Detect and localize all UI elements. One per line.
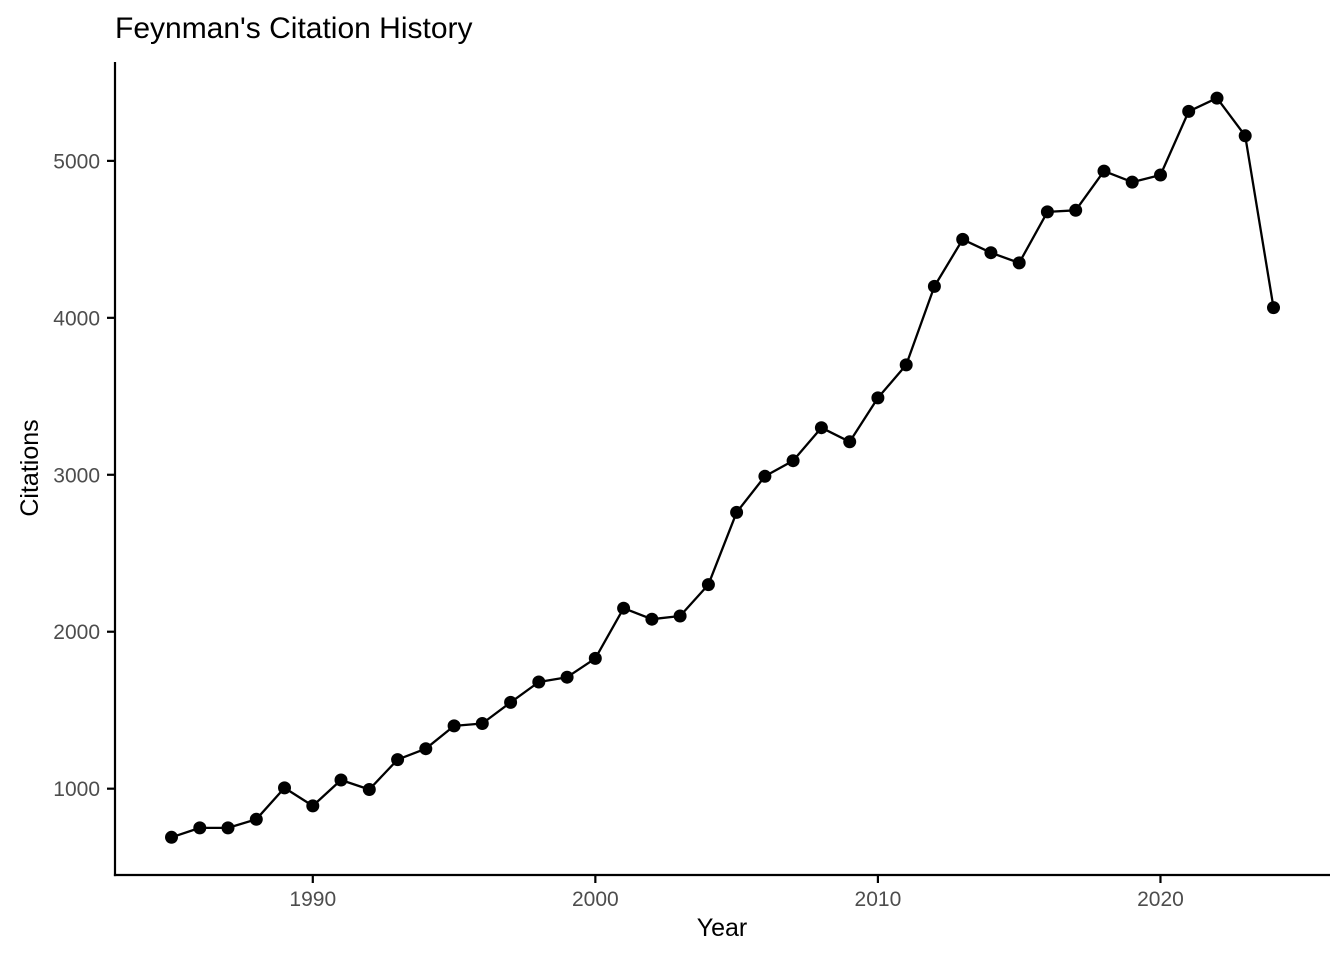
- data-point: [588, 651, 602, 665]
- x-tick-label: 2000: [572, 888, 619, 911]
- x-tick-label: 2020: [1137, 888, 1184, 911]
- data-point: [617, 601, 631, 615]
- x-tick-label: 1990: [289, 888, 336, 911]
- data-point: [249, 812, 263, 826]
- y-axis-title: Citations: [16, 419, 44, 516]
- axes-layer: [113, 62, 1330, 877]
- data-point: [1097, 164, 1111, 178]
- data-point: [1012, 256, 1026, 270]
- data-point: [1069, 203, 1083, 217]
- data-point: [1125, 175, 1139, 189]
- data-point: [193, 821, 207, 835]
- data-point: [504, 695, 518, 709]
- y-tick-label: 2000: [53, 621, 100, 644]
- data-point: [984, 246, 998, 260]
- data-point: [843, 435, 857, 449]
- data-point: [1238, 129, 1252, 143]
- y-tick-label: 4000: [53, 307, 100, 330]
- data-point: [673, 609, 687, 623]
- data-point: [786, 454, 800, 468]
- data-point: [391, 753, 405, 767]
- data-point: [447, 719, 461, 733]
- x-tick-label: 2010: [855, 888, 902, 911]
- data-point: [1267, 301, 1280, 315]
- data-point: [899, 358, 913, 372]
- data-point: [475, 717, 489, 730]
- ticks-layer: 1990 2000 2010 2020 1000 2000 3000 4000 5000: [53, 150, 1184, 911]
- y-tick-label: 1000: [53, 778, 100, 801]
- data-point: [334, 773, 348, 787]
- data-point: [814, 421, 828, 435]
- x-axis-title: Year: [697, 914, 748, 942]
- data-series-layer: [165, 91, 1280, 844]
- chart-title: Feynman's Citation History: [115, 12, 473, 45]
- data-point: [278, 781, 291, 795]
- data-point: [758, 469, 772, 483]
- citations-line: [171, 96, 1275, 839]
- data-point: [730, 505, 744, 519]
- data-point: [221, 821, 235, 835]
- data-point: [927, 279, 941, 293]
- data-point: [1154, 168, 1167, 182]
- data-point: [1210, 91, 1224, 105]
- data-point: [1040, 205, 1054, 219]
- data-point: [871, 391, 885, 405]
- data-point: [560, 670, 574, 684]
- y-tick-label: 5000: [53, 150, 100, 173]
- data-point: [1182, 104, 1196, 118]
- y-tick-label: 3000: [53, 464, 100, 487]
- data-point: [165, 830, 178, 844]
- data-point: [306, 799, 320, 813]
- data-point: [532, 675, 546, 689]
- data-point: [701, 578, 715, 592]
- data-point: [362, 783, 376, 796]
- data-point: [956, 232, 970, 246]
- data-point: [645, 612, 659, 626]
- data-point: [419, 742, 433, 756]
